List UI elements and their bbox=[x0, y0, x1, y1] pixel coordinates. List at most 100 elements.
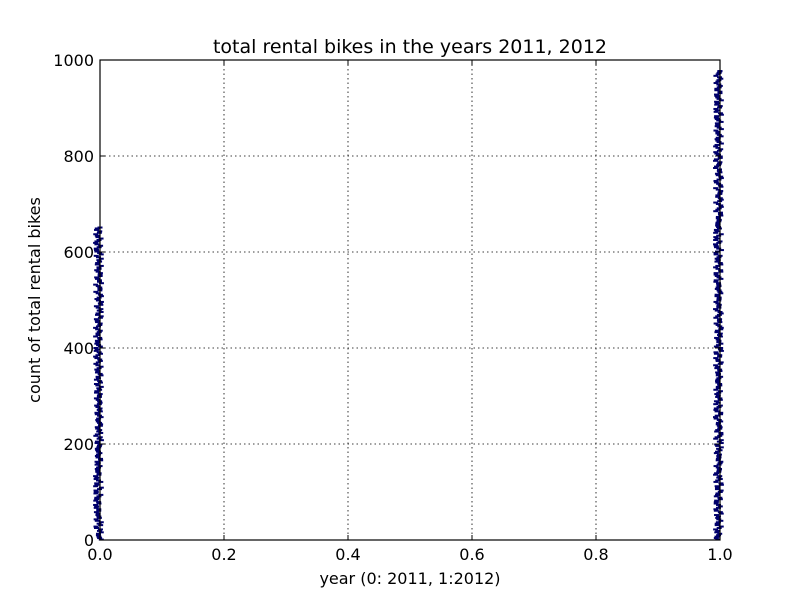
data-point bbox=[713, 228, 719, 231]
data-point bbox=[715, 374, 721, 377]
data-point bbox=[713, 107, 719, 110]
data-point bbox=[713, 408, 719, 411]
data-point bbox=[716, 391, 722, 394]
data-point bbox=[713, 357, 719, 360]
data-point bbox=[715, 344, 721, 347]
data-point bbox=[718, 190, 724, 193]
data-point bbox=[93, 355, 99, 358]
grid bbox=[100, 60, 720, 540]
data-point bbox=[98, 295, 104, 298]
data-point bbox=[714, 165, 720, 168]
data-point bbox=[94, 371, 100, 374]
data-point bbox=[715, 259, 721, 262]
data-point bbox=[96, 395, 102, 398]
data-point bbox=[714, 410, 720, 413]
data-point bbox=[95, 420, 101, 423]
data-point bbox=[715, 387, 721, 390]
data-point bbox=[95, 332, 101, 335]
data-point bbox=[713, 407, 719, 410]
data-point bbox=[96, 403, 102, 406]
data-point bbox=[93, 305, 99, 308]
data-point bbox=[714, 95, 720, 97]
data-point bbox=[95, 236, 101, 239]
data-point bbox=[96, 522, 102, 525]
data-point bbox=[96, 267, 102, 270]
data-point bbox=[94, 442, 100, 445]
data-point bbox=[715, 221, 721, 224]
chart-title: total rental bikes in the years 2011, 20… bbox=[213, 36, 607, 58]
data-point bbox=[715, 282, 721, 285]
data-point bbox=[95, 370, 101, 373]
data-point bbox=[93, 478, 99, 481]
data-point bbox=[714, 535, 720, 538]
data-point bbox=[718, 312, 724, 315]
data-point bbox=[93, 290, 99, 293]
data-point bbox=[715, 371, 721, 374]
data-point bbox=[95, 377, 101, 380]
data-point bbox=[714, 143, 720, 146]
data-point bbox=[715, 174, 721, 177]
data-point bbox=[715, 123, 721, 126]
data-point bbox=[95, 406, 101, 409]
data-point bbox=[713, 308, 719, 311]
data-point bbox=[96, 446, 102, 449]
y-tick-label: 200 bbox=[63, 435, 94, 454]
data-point bbox=[713, 437, 719, 440]
data-point bbox=[716, 218, 722, 221]
data-point bbox=[98, 257, 104, 260]
data-point bbox=[713, 473, 719, 476]
data-point bbox=[718, 249, 724, 252]
data-point bbox=[715, 136, 721, 139]
data-point bbox=[716, 162, 722, 165]
data-point bbox=[716, 470, 722, 473]
data-point bbox=[98, 423, 104, 426]
data-point bbox=[715, 132, 721, 135]
data-point bbox=[96, 387, 102, 390]
data-point bbox=[96, 351, 102, 354]
data-point bbox=[96, 296, 102, 299]
data-point bbox=[713, 351, 719, 354]
data-point bbox=[98, 308, 104, 311]
data-point bbox=[713, 243, 719, 246]
data-point bbox=[96, 266, 102, 269]
data-point bbox=[94, 460, 100, 463]
data-point bbox=[713, 465, 719, 468]
data-point bbox=[715, 529, 721, 532]
data-point bbox=[95, 361, 101, 364]
data-point bbox=[716, 476, 722, 479]
data-point bbox=[94, 496, 100, 499]
data-point bbox=[715, 194, 721, 197]
data-point bbox=[96, 479, 102, 482]
data-point bbox=[93, 318, 99, 321]
data-point bbox=[94, 339, 100, 342]
data-point bbox=[713, 231, 719, 234]
data-point bbox=[96, 430, 102, 433]
data-point bbox=[718, 342, 724, 345]
data-point bbox=[95, 375, 101, 378]
data-point bbox=[96, 309, 102, 312]
data-point bbox=[95, 449, 101, 452]
data-point bbox=[718, 347, 724, 349]
data-point bbox=[715, 515, 721, 518]
data-point bbox=[714, 152, 720, 155]
data-point bbox=[716, 86, 722, 89]
data-point bbox=[96, 535, 102, 538]
data-point bbox=[715, 401, 721, 404]
data-point bbox=[96, 516, 102, 519]
data-point bbox=[713, 151, 719, 154]
data-point bbox=[713, 273, 719, 276]
data-point bbox=[713, 502, 719, 505]
data-point bbox=[95, 256, 101, 259]
data-point bbox=[94, 440, 100, 443]
data-point bbox=[715, 380, 721, 383]
data-point bbox=[715, 492, 721, 495]
data-point bbox=[98, 374, 104, 377]
data-point bbox=[95, 469, 101, 472]
data-point bbox=[718, 205, 724, 208]
data-point bbox=[93, 511, 99, 514]
data-point bbox=[95, 512, 101, 515]
data-point bbox=[95, 462, 101, 465]
data-point bbox=[713, 352, 719, 355]
data-point bbox=[94, 250, 100, 253]
data-point bbox=[718, 148, 724, 151]
